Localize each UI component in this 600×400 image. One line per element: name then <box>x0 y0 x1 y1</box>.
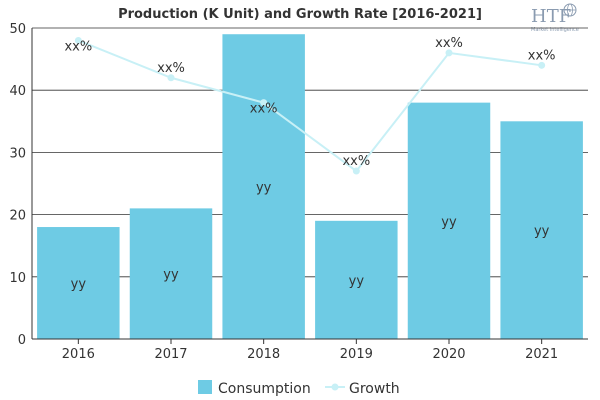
bar <box>315 220 398 339</box>
bar <box>37 227 120 339</box>
bar <box>129 208 213 339</box>
bar-data-label: yy <box>71 277 87 292</box>
growth-data-label: xx% <box>435 36 463 51</box>
legend: Consumption Growth <box>198 380 400 397</box>
bar <box>222 34 305 339</box>
legend-marker-growth <box>331 383 339 391</box>
growth-point <box>445 49 453 57</box>
growth-data-label: xx% <box>250 102 278 117</box>
bar-data-label: yy <box>441 215 457 230</box>
bar <box>500 121 583 339</box>
legend-label-consumption: Consumption <box>218 381 311 397</box>
bar-data-label: yy <box>256 181 272 196</box>
growth-point <box>167 74 175 82</box>
x-tick-label: 2017 <box>154 347 187 362</box>
y-tick-label: 50 <box>9 22 26 37</box>
x-tick-label: 2021 <box>525 347 558 362</box>
bar-data-label: yy <box>349 274 365 289</box>
growth-point <box>352 167 360 175</box>
bar <box>407 102 491 339</box>
growth-point <box>538 61 546 69</box>
bar-series: yy yy yy yy yy yy <box>37 34 583 339</box>
bar-data-label: yy <box>163 268 179 283</box>
growth-data-label: xx% <box>528 48 556 63</box>
y-tick-label: 10 <box>9 271 26 286</box>
growth-point <box>74 36 82 44</box>
globe-icon <box>563 3 577 17</box>
growth-data-label: xx% <box>64 39 92 54</box>
line-series: xx% xx% xx% xx% xx% xx% <box>64 36 556 175</box>
growth-data-label: xx% <box>157 61 185 76</box>
growth-line <box>77 39 542 173</box>
legend-label-growth: Growth <box>349 381 400 397</box>
logo-subtitle: Market Intelligence <box>531 27 579 33</box>
growth-point <box>260 99 268 107</box>
x-tick-label: 2018 <box>247 347 280 362</box>
y-tick-label: 0 <box>18 333 26 348</box>
bar-data-label: yy <box>534 224 550 239</box>
axes: 0 10 20 30 40 50 2016 2017 2018 2019 2020 2021 <box>9 22 588 362</box>
x-tick-label: 2019 <box>340 347 373 362</box>
logo: HTF Market Intelligence <box>531 3 579 33</box>
x-tick-label: 2016 <box>62 347 95 362</box>
chart-title: Production (K Unit) and Growth Rate [201… <box>118 7 482 22</box>
x-tick-label: 2020 <box>432 347 465 362</box>
y-tick-label: 20 <box>9 209 26 224</box>
growth-data-label: xx% <box>342 154 370 169</box>
y-tick-label: 40 <box>9 84 26 99</box>
y-tick-label: 30 <box>9 146 26 161</box>
logo-text: HTF <box>531 6 571 27</box>
legend-swatch-consumption <box>198 380 212 394</box>
